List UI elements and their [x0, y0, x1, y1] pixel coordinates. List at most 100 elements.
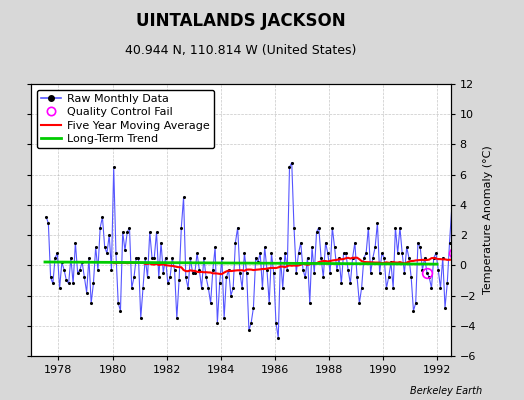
- Point: [380, 254, 388, 261]
- Point: [157, 240, 165, 246]
- Point: [186, 254, 194, 261]
- Point: [260, 244, 269, 250]
- Point: [357, 285, 366, 291]
- Point: [385, 274, 393, 281]
- Point: [314, 224, 323, 231]
- Point: [414, 240, 422, 246]
- Point: [189, 270, 197, 276]
- Point: [258, 285, 267, 291]
- Point: [333, 267, 341, 273]
- Point: [456, 274, 465, 281]
- Point: [103, 250, 111, 256]
- Point: [82, 289, 91, 296]
- Point: [324, 250, 332, 256]
- Point: [391, 224, 400, 231]
- Point: [191, 270, 199, 276]
- Point: [330, 244, 339, 250]
- Point: [355, 300, 364, 306]
- Point: [78, 259, 86, 266]
- Point: [482, 274, 490, 281]
- Point: [484, 240, 492, 246]
- Point: [231, 240, 239, 246]
- Point: [321, 240, 330, 246]
- Point: [515, 285, 523, 291]
- Point: [396, 224, 404, 231]
- Point: [506, 240, 515, 246]
- Text: Berkeley Earth: Berkeley Earth: [410, 386, 482, 396]
- Point: [312, 229, 321, 235]
- Point: [297, 240, 305, 246]
- Point: [114, 300, 123, 306]
- Point: [240, 250, 248, 256]
- Point: [308, 244, 316, 250]
- Point: [272, 320, 280, 326]
- Point: [243, 270, 251, 276]
- Point: [112, 250, 120, 256]
- Point: [499, 267, 508, 273]
- Point: [98, 214, 106, 220]
- Point: [342, 250, 350, 256]
- Point: [58, 259, 66, 266]
- Point: [466, 285, 474, 291]
- Point: [234, 224, 242, 231]
- Point: [520, 254, 524, 261]
- Point: [159, 270, 168, 276]
- Point: [198, 285, 206, 291]
- Point: [517, 274, 524, 281]
- Point: [96, 224, 104, 231]
- Point: [366, 270, 375, 276]
- Point: [265, 300, 274, 306]
- Point: [148, 254, 156, 261]
- Point: [263, 267, 271, 273]
- Point: [152, 229, 161, 235]
- Point: [479, 254, 487, 261]
- Point: [150, 254, 158, 261]
- Point: [513, 244, 521, 250]
- Point: [281, 250, 289, 256]
- Point: [182, 274, 190, 281]
- Point: [121, 247, 129, 254]
- Point: [172, 315, 181, 322]
- Point: [202, 274, 210, 281]
- Point: [279, 285, 287, 291]
- Point: [247, 320, 255, 326]
- Point: [155, 274, 163, 281]
- Point: [116, 308, 125, 314]
- Point: [495, 250, 503, 256]
- Point: [168, 254, 177, 261]
- Point: [328, 224, 336, 231]
- Point: [134, 254, 143, 261]
- Point: [285, 164, 293, 170]
- Point: [75, 267, 84, 273]
- Point: [87, 300, 95, 306]
- Point: [213, 320, 222, 326]
- Point: [340, 250, 348, 256]
- Point: [42, 214, 50, 220]
- Point: [73, 270, 82, 276]
- Point: [454, 224, 463, 231]
- Point: [85, 254, 93, 261]
- Point: [475, 244, 483, 250]
- Point: [416, 244, 424, 250]
- Point: [274, 335, 282, 341]
- Point: [405, 254, 413, 261]
- Point: [217, 254, 226, 261]
- Point: [144, 274, 152, 281]
- Point: [60, 267, 68, 273]
- Point: [504, 274, 512, 281]
- Point: [53, 250, 61, 256]
- Point: [418, 267, 427, 273]
- Point: [400, 270, 409, 276]
- Point: [461, 240, 470, 246]
- Point: [146, 229, 154, 235]
- Point: [486, 250, 494, 256]
- Point: [387, 259, 395, 266]
- Point: [294, 250, 303, 256]
- Point: [353, 274, 362, 281]
- Point: [407, 274, 416, 281]
- Point: [44, 220, 52, 226]
- Point: [92, 244, 100, 250]
- Point: [292, 270, 300, 276]
- Point: [394, 250, 402, 256]
- Point: [127, 285, 136, 291]
